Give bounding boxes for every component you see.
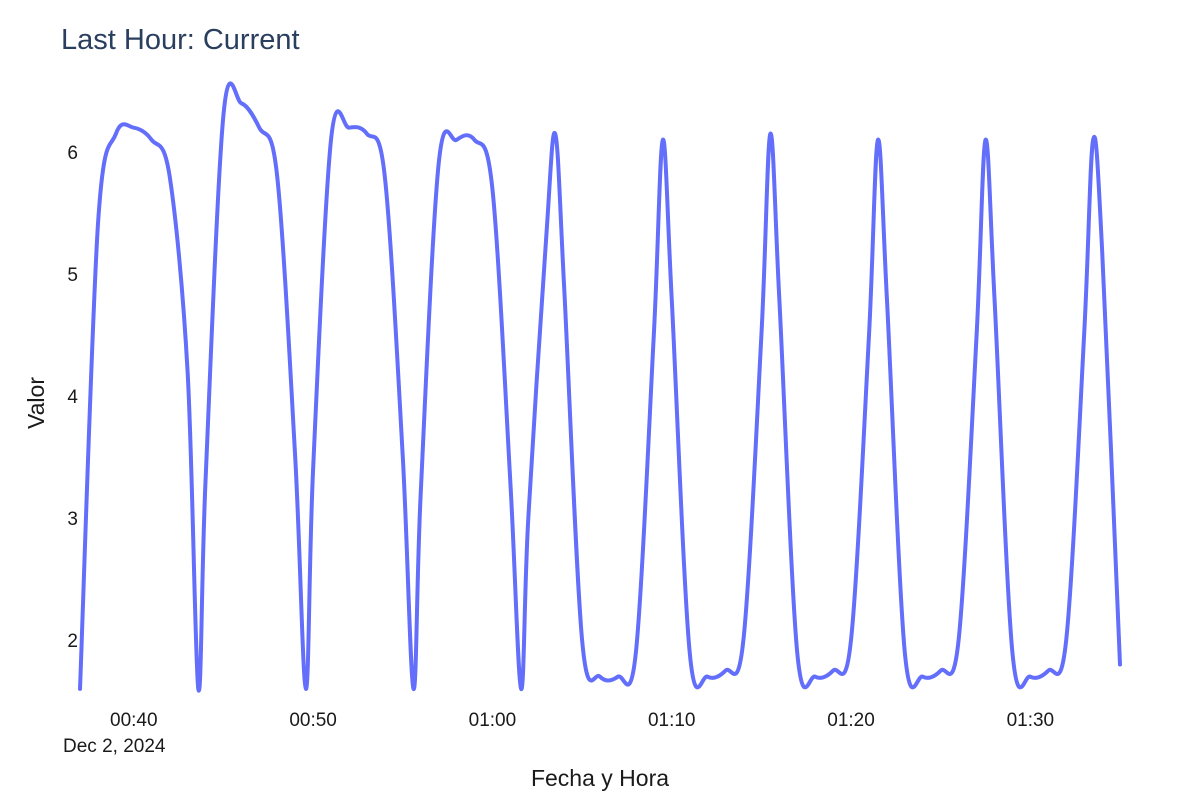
y-axis-title: Valor (23, 377, 49, 429)
x-tick-label: 01:00 (469, 710, 517, 731)
y-tick-label: 3 (67, 509, 78, 530)
x-tick-label: 01:30 (1007, 710, 1055, 731)
x-tick-label: 01:20 (827, 710, 875, 731)
y-tick-label: 2 (67, 631, 78, 652)
x-tick-label: 01:10 (648, 710, 696, 731)
x-axis: 00:40 00:50 01:00 01:10 01:20 01:30 (110, 710, 1054, 731)
x-tick-label: 00:50 (289, 710, 337, 731)
series-line (78, 81, 1122, 693)
x-tick-label: 00:40 (110, 710, 158, 731)
y-tick-label: 4 (67, 387, 78, 408)
y-tick-label: 5 (67, 265, 78, 286)
chart-title: Last Hour: Current (61, 24, 300, 56)
x-axis-title: Fecha y Hora (531, 765, 669, 791)
y-tick-label: 6 (67, 143, 78, 164)
y-axis: 2 3 4 5 6 (67, 143, 78, 652)
x-axis-date-label: Dec 2, 2024 (63, 736, 166, 757)
